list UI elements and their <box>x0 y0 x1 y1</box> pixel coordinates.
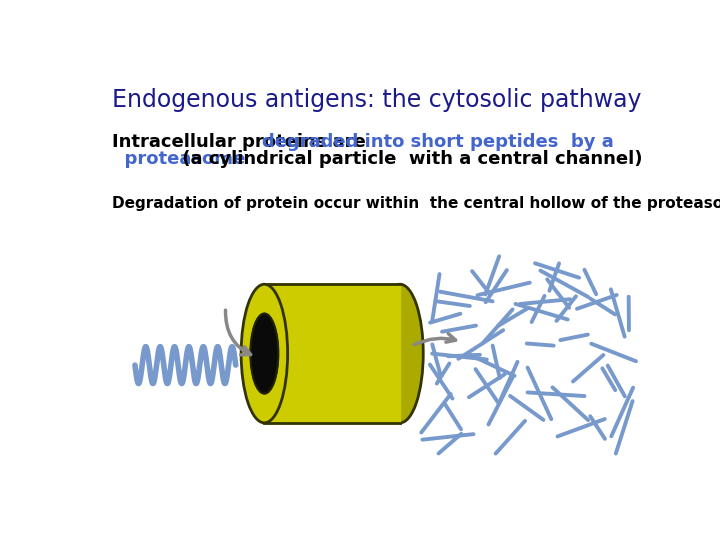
Bar <box>264 284 400 423</box>
Text: Degradation of protein occur within  the central hollow of the proteasome: Degradation of protein occur within the … <box>112 195 720 211</box>
Ellipse shape <box>241 284 287 423</box>
Text: Endogenous antigens: the cytosolic pathway: Endogenous antigens: the cytosolic pathw… <box>112 88 642 112</box>
Text: degraded into short peptides  by a: degraded into short peptides by a <box>262 132 613 151</box>
Ellipse shape <box>377 284 423 423</box>
Text: (a cylindrical particle  with a central channel): (a cylindrical particle with a central c… <box>176 150 642 167</box>
Text: proteasome: proteasome <box>112 150 245 167</box>
Ellipse shape <box>251 314 279 394</box>
Text: Intracellular proteins are: Intracellular proteins are <box>112 132 372 151</box>
